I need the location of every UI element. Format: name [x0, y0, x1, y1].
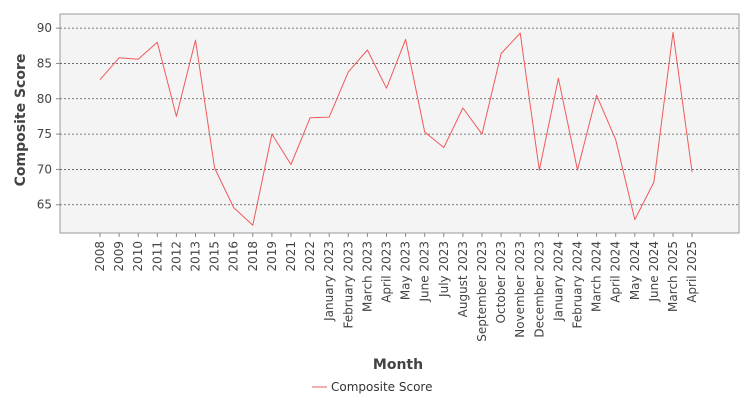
x-tick-label: February 2024: [571, 241, 585, 329]
x-tick-label: October 2023: [494, 241, 508, 323]
series-line: [99, 31, 693, 226]
x-tick-label: April 2025: [685, 241, 699, 303]
data-point: [423, 130, 426, 133]
x-tick-label: 2008: [93, 241, 107, 272]
data-point: [118, 56, 121, 59]
grid-lines: [60, 27, 739, 206]
y-axis: 65 70 75 80 85 90: [37, 21, 60, 212]
x-tick-label: June 2023: [418, 241, 432, 303]
x-axis-title: Month: [373, 357, 423, 373]
x-axis: 2008 2009 2010 2011 2012 2013 2015 2016 2018 2019…: [93, 233, 699, 342]
x-tick-label: April 2023: [380, 241, 394, 303]
data-point: [328, 116, 331, 119]
data-point: [500, 52, 503, 55]
x-tick-label: February 2023: [341, 241, 355, 329]
x-tick-label: 2018: [246, 241, 260, 272]
x-tick-label: January 2024: [551, 241, 565, 322]
data-point: [519, 32, 522, 35]
x-tick-label: June 2024: [647, 241, 661, 303]
x-tick-label: 2019: [265, 241, 279, 272]
x-tick-label: May 2024: [628, 241, 642, 300]
x-tick-label: 2021: [284, 241, 298, 272]
series-lines: [99, 31, 694, 227]
x-tick-label: December 2023: [532, 241, 546, 338]
data-point: [251, 224, 254, 227]
x-tick-label: 2013: [189, 241, 203, 272]
data-point: [385, 87, 388, 90]
data-point: [156, 41, 159, 44]
y-tick-label: 90: [37, 21, 52, 35]
data-point: [194, 39, 197, 42]
data-point: [481, 133, 484, 136]
data-point: [99, 78, 102, 81]
data-point: [347, 70, 350, 73]
data-point: [576, 169, 579, 172]
data-point: [290, 163, 293, 166]
x-tick-label: 2012: [169, 241, 183, 272]
x-tick-label: 2022: [303, 241, 317, 272]
x-tick-label: 2010: [131, 241, 145, 272]
data-point: [137, 58, 140, 61]
y-tick-label: 75: [37, 127, 52, 141]
x-tick-label: March 2024: [590, 241, 604, 312]
x-tick-label: November 2023: [513, 241, 527, 338]
x-tick-label: July 2023: [437, 241, 451, 298]
y-tick-label: 65: [37, 198, 52, 212]
x-tick-label: 2009: [112, 241, 126, 272]
x-tick-label: March 2023: [360, 241, 374, 312]
x-tick-label: 2016: [227, 241, 241, 272]
data-point: [404, 38, 407, 41]
plot-area: [59, 13, 740, 234]
data-point: [633, 218, 636, 221]
data-point: [538, 169, 541, 172]
x-tick-label: September 2023: [475, 241, 489, 342]
data-point: [691, 171, 694, 174]
y-tick-label: 85: [37, 56, 52, 70]
x-tick-label: May 2023: [399, 241, 413, 300]
y-tick-label: 70: [37, 162, 52, 176]
x-tick-label: August 2023: [456, 241, 470, 317]
data-point: [652, 181, 655, 184]
x-tick-label: April 2024: [609, 241, 623, 303]
data-point: [442, 146, 445, 149]
data-point: [213, 167, 216, 170]
data-point: [614, 138, 617, 141]
data-point: [309, 116, 312, 119]
legend-label: Composite Score: [331, 380, 432, 394]
legend: Composite Score: [312, 380, 432, 394]
data-point: [175, 115, 178, 118]
data-point: [595, 94, 598, 97]
data-point: [461, 106, 464, 109]
x-tick-label: 2011: [150, 241, 164, 272]
data-point: [232, 206, 235, 209]
x-tick-label: January 2023: [322, 241, 336, 322]
data-point: [366, 49, 369, 52]
data-point: [270, 133, 273, 136]
y-axis-title: Composite Score: [13, 54, 29, 187]
data-point: [557, 77, 560, 80]
x-tick-label: March 2025: [666, 241, 680, 312]
x-tick-label: 2015: [208, 241, 222, 272]
y-tick-label: 80: [37, 92, 52, 106]
data-point: [672, 31, 675, 34]
